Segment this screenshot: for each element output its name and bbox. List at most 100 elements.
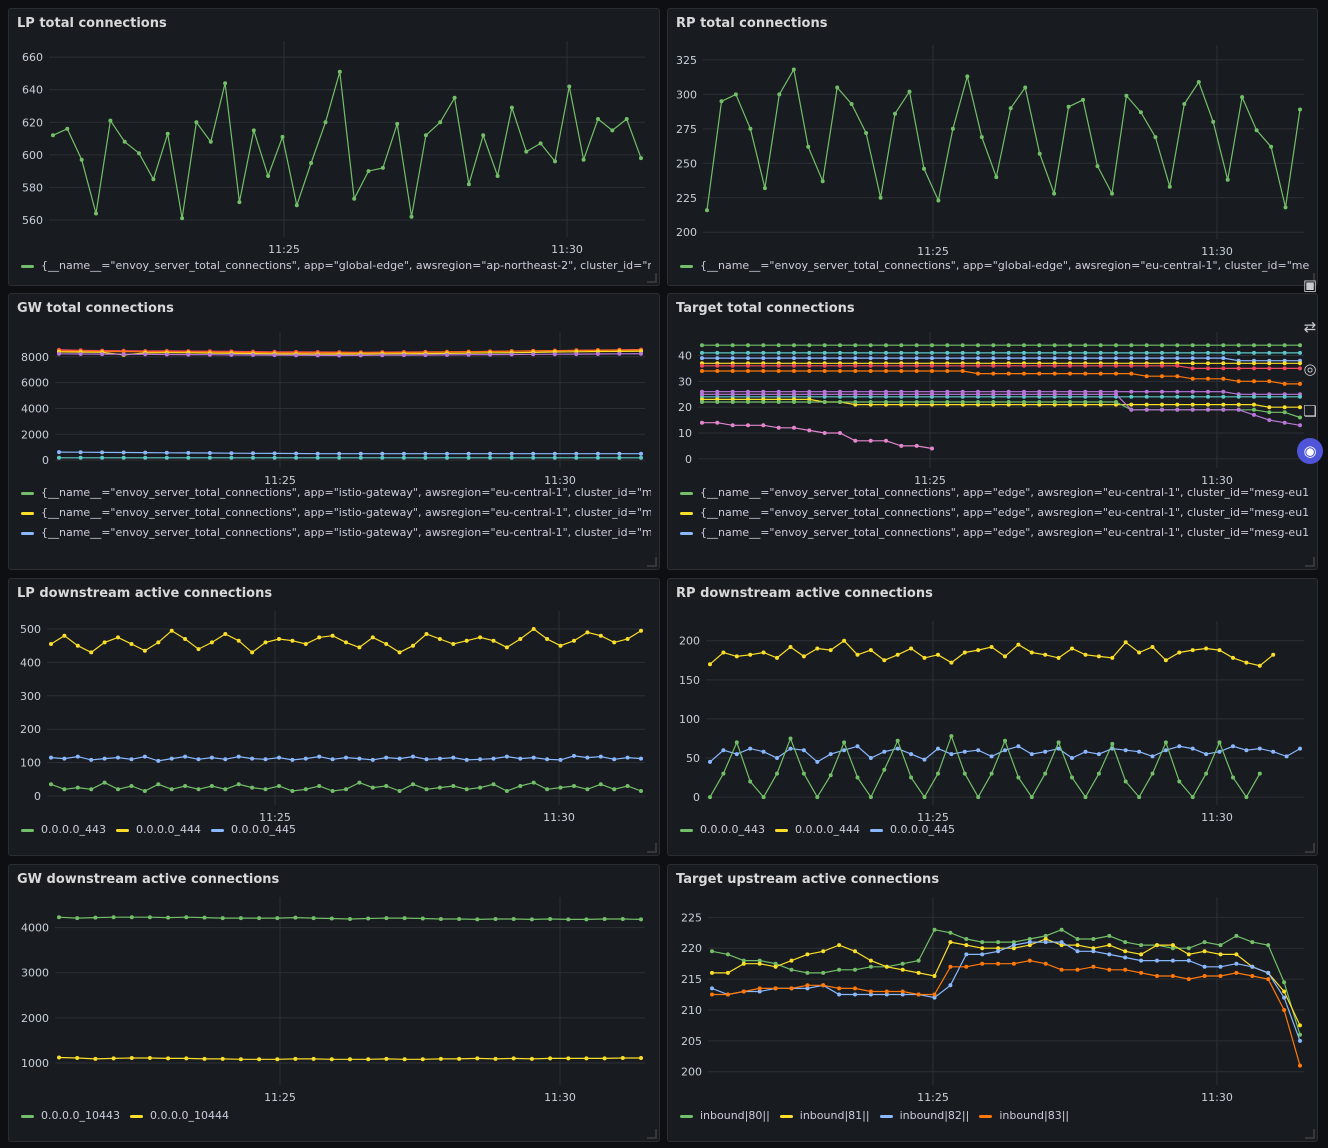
data-point[interactable]: [424, 632, 429, 636]
data-point[interactable]: [1177, 744, 1182, 749]
data-point[interactable]: [1206, 366, 1210, 371]
data-point[interactable]: [277, 755, 281, 760]
data-point[interactable]: [884, 989, 889, 994]
data-point[interactable]: [1129, 343, 1134, 348]
data-point[interactable]: [493, 1056, 498, 1061]
data-point[interactable]: [250, 650, 255, 655]
data-point[interactable]: [451, 784, 456, 788]
series-line[interactable]: [712, 938, 1301, 1026]
data-point[interactable]: [801, 771, 806, 776]
data-point[interactable]: [464, 757, 469, 762]
data-point[interactable]: [1282, 381, 1287, 386]
series-line[interactable]: [58, 353, 642, 357]
data-point[interactable]: [531, 455, 536, 460]
data-point[interactable]: [1003, 738, 1007, 743]
panel-5[interactable]: LP downstream active connections 500 400 30…: [8, 578, 660, 856]
data-point[interactable]: [996, 949, 1001, 954]
data-point[interactable]: [366, 169, 371, 174]
data-point[interactable]: [757, 989, 762, 994]
data-point[interactable]: [914, 443, 919, 448]
data-point[interactable]: [121, 352, 126, 357]
data-point[interactable]: [1182, 102, 1187, 106]
data-point[interactable]: [411, 754, 415, 759]
data-point[interactable]: [238, 1057, 243, 1062]
data-point[interactable]: [748, 126, 753, 131]
data-point[interactable]: [1206, 361, 1210, 366]
panel-6[interactable]: RP downstream active connections 200 150 10…: [667, 578, 1318, 856]
data-point[interactable]: [1252, 350, 1256, 355]
data-point[interactable]: [1236, 366, 1241, 371]
data-point[interactable]: [1298, 107, 1302, 112]
data-point[interactable]: [531, 755, 536, 760]
data-point[interactable]: [223, 81, 228, 86]
data-point[interactable]: [111, 1056, 116, 1061]
data-point[interactable]: [1043, 940, 1048, 945]
data-point[interactable]: [595, 455, 600, 460]
data-point[interactable]: [1252, 343, 1256, 348]
legend-item[interactable]: {__name__="envoy_server_total_connection…: [21, 486, 651, 499]
data-point[interactable]: [1267, 418, 1272, 423]
data-point[interactable]: [552, 451, 557, 456]
data-point[interactable]: [1095, 164, 1100, 169]
data-point[interactable]: [100, 450, 105, 455]
data-point[interactable]: [1204, 752, 1209, 757]
panel-4[interactable]: Target total connections 40 30 20 10 0 11:25 11…: [667, 293, 1318, 570]
data-point[interactable]: [1234, 952, 1239, 957]
data-point[interactable]: [734, 740, 739, 745]
data-point[interactable]: [1114, 343, 1118, 348]
data-point[interactable]: [639, 156, 643, 161]
data-point[interactable]: [488, 352, 493, 357]
data-point[interactable]: [700, 350, 704, 355]
data-point[interactable]: [504, 789, 509, 793]
data-point[interactable]: [1206, 356, 1210, 361]
data-point[interactable]: [1175, 402, 1180, 407]
data-point[interactable]: [828, 752, 833, 757]
data-point[interactable]: [741, 989, 746, 994]
data-point[interactable]: [884, 392, 888, 397]
data-point[interactable]: [1098, 371, 1103, 376]
data-point[interactable]: [1267, 366, 1272, 371]
data-point[interactable]: [348, 917, 352, 921]
data-point[interactable]: [1177, 779, 1182, 784]
data-point[interactable]: [980, 952, 985, 957]
data-point[interactable]: [932, 927, 937, 932]
assistant-icon[interactable]: ◉: [1297, 438, 1323, 464]
data-point[interactable]: [719, 99, 724, 104]
data-point[interactable]: [746, 363, 750, 368]
data-point[interactable]: [1218, 964, 1223, 969]
data-point[interactable]: [315, 455, 320, 460]
data-point[interactable]: [602, 1056, 607, 1061]
data-point[interactable]: [1190, 350, 1195, 355]
data-point[interactable]: [1068, 392, 1072, 397]
data-point[interactable]: [617, 451, 622, 456]
data-point[interactable]: [424, 787, 429, 792]
data-point[interactable]: [715, 369, 720, 373]
data-point[interactable]: [1110, 655, 1115, 660]
data-point[interactable]: [1068, 343, 1072, 348]
data-point[interactable]: [437, 637, 442, 641]
data-point[interactable]: [900, 992, 905, 997]
data-point[interactable]: [229, 451, 234, 456]
data-point[interactable]: [821, 970, 826, 975]
data-point[interactable]: [617, 455, 622, 460]
data-point[interactable]: [980, 961, 985, 966]
data-point[interactable]: [807, 392, 812, 397]
data-point[interactable]: [1250, 964, 1255, 969]
data-point[interactable]: [164, 352, 169, 357]
data-point[interactable]: [853, 356, 858, 361]
data-point[interactable]: [1043, 771, 1048, 776]
data-point[interactable]: [143, 455, 148, 460]
data-point[interactable]: [1244, 795, 1249, 800]
data-point[interactable]: [976, 356, 980, 361]
panel-1[interactable]: LP total connections 660 640 620 600 580 560 11…: [8, 8, 660, 286]
data-point[interactable]: [914, 400, 919, 404]
data-point[interactable]: [384, 755, 389, 760]
data-point[interactable]: [196, 647, 201, 652]
data-point[interactable]: [1282, 420, 1287, 425]
data-point[interactable]: [237, 200, 242, 205]
data-point[interactable]: [397, 650, 402, 655]
data-point[interactable]: [868, 392, 873, 397]
data-point[interactable]: [1022, 392, 1026, 397]
data-point[interactable]: [1129, 394, 1134, 399]
data-point[interactable]: [251, 451, 255, 456]
